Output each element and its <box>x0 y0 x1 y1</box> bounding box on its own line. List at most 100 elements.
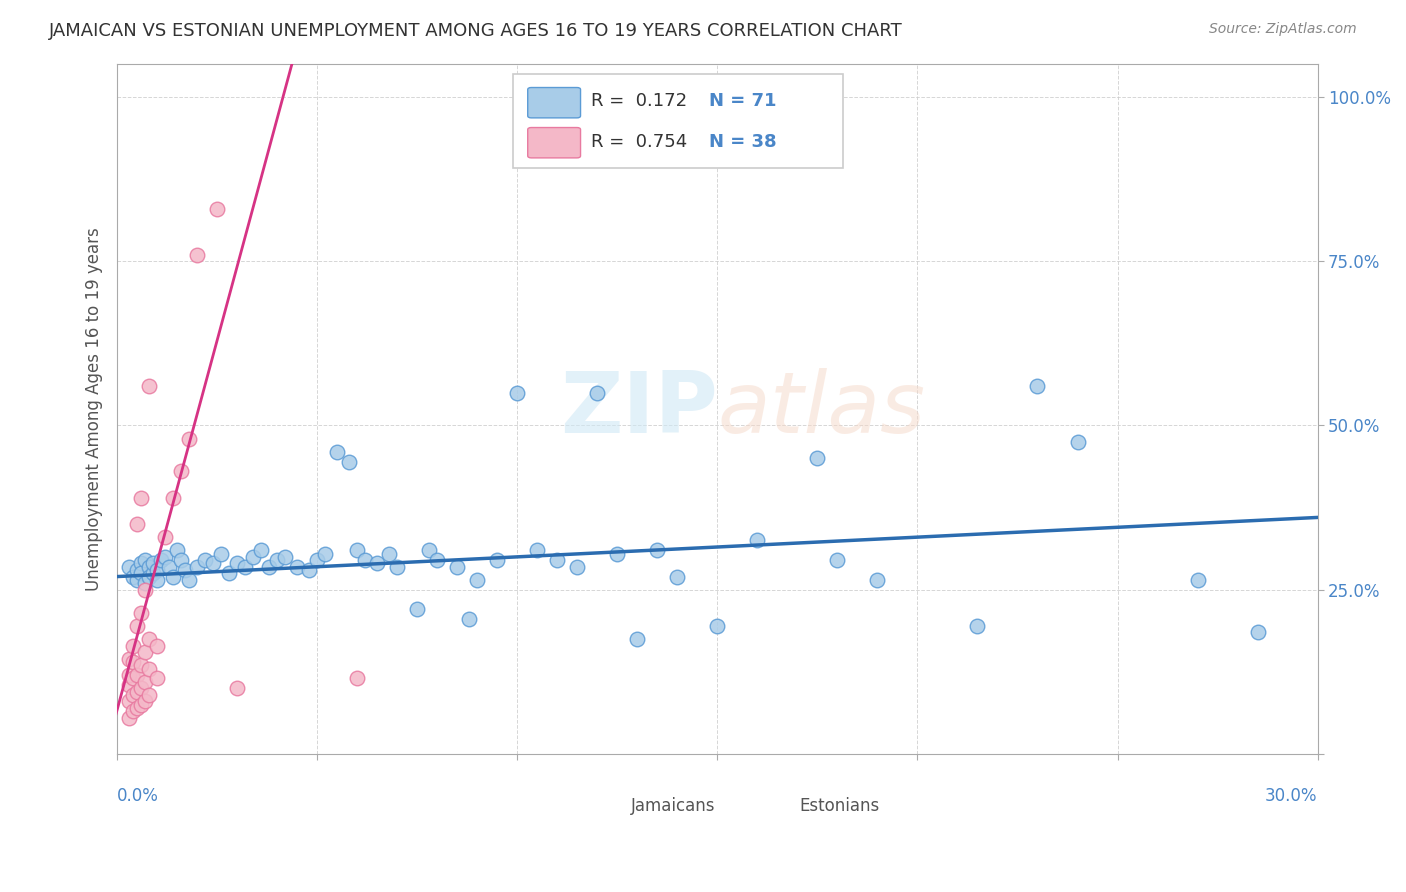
Point <box>146 639 169 653</box>
Point <box>166 543 188 558</box>
Point <box>127 684 149 698</box>
Point <box>134 694 156 708</box>
Point <box>706 619 728 633</box>
Point <box>218 566 240 581</box>
Point <box>127 516 149 531</box>
Point <box>142 566 165 581</box>
Point <box>138 662 160 676</box>
Text: atlas: atlas <box>717 368 925 450</box>
Point <box>162 569 184 583</box>
Point <box>122 688 145 702</box>
FancyBboxPatch shape <box>527 128 581 158</box>
Point <box>118 711 141 725</box>
Text: JAMAICAN VS ESTONIAN UNEMPLOYMENT AMONG AGES 16 TO 19 YEARS CORRELATION CHART: JAMAICAN VS ESTONIAN UNEMPLOYMENT AMONG … <box>49 22 903 40</box>
Point <box>186 247 208 261</box>
Point <box>129 606 152 620</box>
Point <box>122 672 145 686</box>
Point <box>226 681 249 696</box>
Point <box>806 451 828 466</box>
Point <box>118 668 141 682</box>
FancyBboxPatch shape <box>751 787 794 807</box>
Point <box>134 576 156 591</box>
Point <box>647 543 669 558</box>
Point <box>134 553 156 567</box>
Point <box>586 385 609 400</box>
Point <box>129 681 152 696</box>
Point <box>122 569 145 583</box>
FancyBboxPatch shape <box>513 74 844 168</box>
Text: Estonians: Estonians <box>799 797 879 814</box>
Point <box>378 547 401 561</box>
Point <box>285 559 308 574</box>
Point <box>138 559 160 574</box>
Text: N = 71: N = 71 <box>709 92 776 110</box>
Point <box>122 655 145 669</box>
Point <box>138 632 160 646</box>
Point <box>179 573 201 587</box>
Point <box>966 619 988 633</box>
Point <box>157 559 180 574</box>
Point <box>506 385 529 400</box>
Text: R =  0.754: R = 0.754 <box>592 133 688 151</box>
Point <box>337 454 360 468</box>
Point <box>138 688 160 702</box>
Point <box>526 543 548 558</box>
Point <box>150 553 173 567</box>
Point <box>170 465 193 479</box>
Point <box>134 582 156 597</box>
Text: 30.0%: 30.0% <box>1265 787 1317 805</box>
Point <box>418 543 440 558</box>
Point <box>129 557 152 571</box>
Point <box>827 553 849 567</box>
Y-axis label: Unemployment Among Ages 16 to 19 years: Unemployment Among Ages 16 to 19 years <box>86 227 103 591</box>
Point <box>298 563 321 577</box>
Point <box>127 573 149 587</box>
Point <box>250 543 273 558</box>
Point <box>1187 573 1209 587</box>
Point <box>233 559 256 574</box>
Point <box>666 569 689 583</box>
Point <box>127 701 149 715</box>
Point <box>146 573 169 587</box>
Point <box>354 553 377 567</box>
Point <box>326 444 349 458</box>
Point <box>194 553 217 567</box>
Point <box>458 612 481 626</box>
Point <box>127 563 149 577</box>
Point <box>274 549 297 564</box>
Point <box>138 569 160 583</box>
Point <box>129 566 152 581</box>
Point <box>446 559 468 574</box>
Point <box>1066 434 1088 449</box>
Text: Source: ZipAtlas.com: Source: ZipAtlas.com <box>1209 22 1357 37</box>
Point <box>153 530 176 544</box>
Point <box>129 698 152 712</box>
Point <box>122 704 145 718</box>
Point <box>142 557 165 571</box>
Point <box>202 557 225 571</box>
Point <box>366 557 388 571</box>
Point <box>118 559 141 574</box>
Point <box>127 619 149 633</box>
FancyBboxPatch shape <box>527 87 581 118</box>
Text: 0.0%: 0.0% <box>117 787 159 805</box>
Point <box>179 432 201 446</box>
Point <box>307 553 329 567</box>
Point <box>205 202 228 216</box>
Point <box>209 547 232 561</box>
Point <box>242 549 264 564</box>
Point <box>866 573 889 587</box>
Point <box>134 674 156 689</box>
Point <box>138 379 160 393</box>
Point <box>546 553 568 567</box>
Point <box>346 543 368 558</box>
Point <box>626 632 648 646</box>
Point <box>129 658 152 673</box>
Point <box>118 678 141 692</box>
Point <box>170 553 193 567</box>
Text: Jamaicans: Jamaicans <box>631 797 716 814</box>
Point <box>465 573 488 587</box>
Point <box>174 563 197 577</box>
Text: N = 38: N = 38 <box>709 133 776 151</box>
Point <box>486 553 509 567</box>
